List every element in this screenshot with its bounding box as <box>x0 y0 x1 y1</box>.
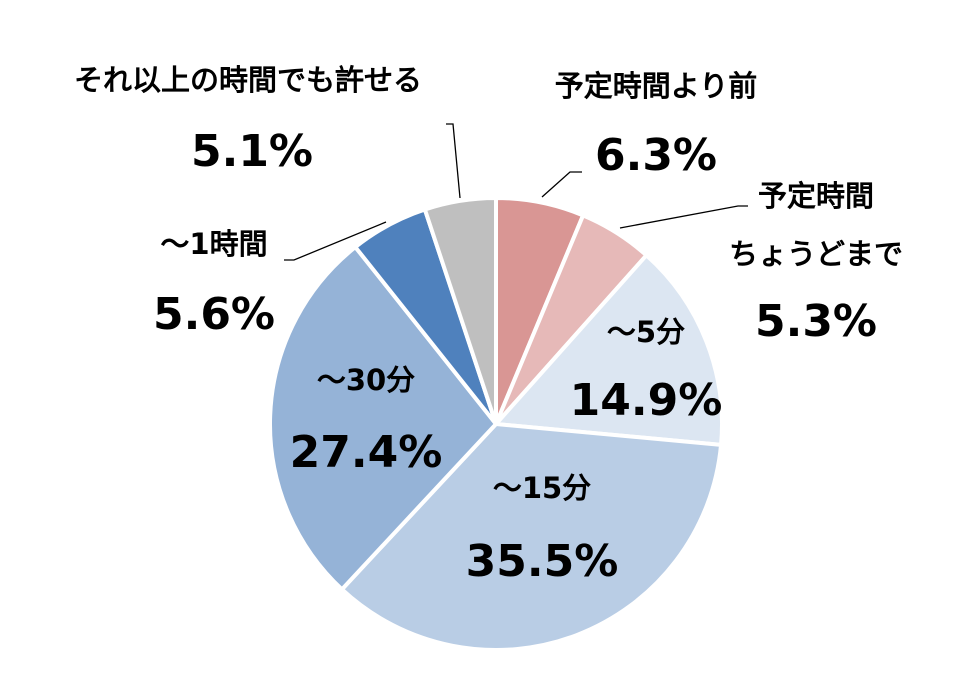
slice-label-6: ～1時間 <box>160 227 267 261</box>
slice-label-7: それ以上の時間でも許せる <box>74 63 422 97</box>
leader-line-7 <box>446 123 461 199</box>
slice-value-label-6: 5.6% <box>153 289 275 340</box>
slice-value-label-1: 6.3% <box>595 130 717 181</box>
leader-lines-layer <box>284 123 748 261</box>
slice-label-2-line-1: 予定時間 <box>758 179 874 213</box>
pie-slice-5 <box>268 245 498 592</box>
pie-slice-7 <box>422 196 498 426</box>
slices-layer <box>268 196 724 652</box>
slice-value-label-5: 27.4% <box>290 427 443 478</box>
slice-label-1: 予定時間より前 <box>555 69 757 103</box>
slice-value-label-4: 35.5% <box>466 536 619 587</box>
pie-slice-4 <box>339 422 724 652</box>
slice-label-2-line-2: ちょうどまで <box>729 237 903 271</box>
leader-line-2 <box>619 205 748 229</box>
pie-slice-3 <box>494 253 724 447</box>
slice-value-label-7: 5.1% <box>191 126 313 177</box>
slice-label-4: ～15分 <box>493 471 591 505</box>
leader-line-6 <box>284 221 387 261</box>
slice-value-label-2: 5.3% <box>755 296 877 347</box>
slice-value-label-3: 14.9% <box>570 375 723 426</box>
leader-line-1 <box>541 171 582 198</box>
slice-label-3: ～5分 <box>607 315 685 349</box>
slice-label-5: ～30分 <box>317 363 415 397</box>
